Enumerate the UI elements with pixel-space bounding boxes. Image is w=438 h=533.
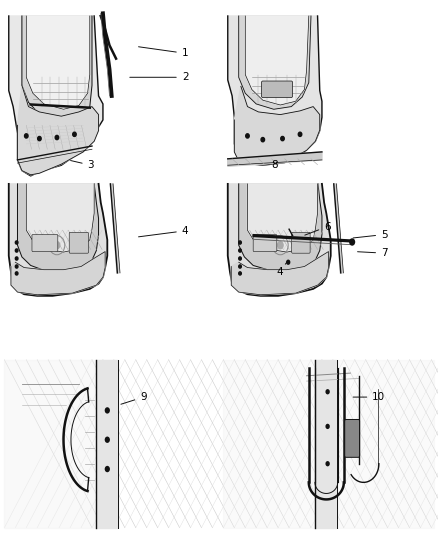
Polygon shape xyxy=(26,16,90,109)
Polygon shape xyxy=(96,360,118,528)
Text: 8: 8 xyxy=(272,160,278,170)
Text: 2: 2 xyxy=(130,72,188,82)
Polygon shape xyxy=(110,184,119,273)
Text: 1: 1 xyxy=(138,47,188,58)
Circle shape xyxy=(349,238,355,246)
Text: 5: 5 xyxy=(353,230,388,239)
Polygon shape xyxy=(239,16,311,109)
Circle shape xyxy=(38,136,41,141)
Polygon shape xyxy=(228,16,322,165)
Polygon shape xyxy=(245,16,309,105)
Polygon shape xyxy=(239,184,322,271)
Text: 3: 3 xyxy=(71,160,94,170)
Circle shape xyxy=(239,272,241,275)
Polygon shape xyxy=(231,252,328,295)
Text: 9: 9 xyxy=(121,392,147,404)
Circle shape xyxy=(25,134,28,138)
Polygon shape xyxy=(228,152,322,166)
Circle shape xyxy=(15,241,18,244)
Circle shape xyxy=(73,132,76,136)
Polygon shape xyxy=(4,360,94,528)
Polygon shape xyxy=(26,184,94,252)
Polygon shape xyxy=(22,16,92,121)
Text: 4: 4 xyxy=(276,262,287,277)
FancyBboxPatch shape xyxy=(253,235,277,252)
FancyBboxPatch shape xyxy=(69,232,88,253)
Polygon shape xyxy=(18,184,99,271)
FancyBboxPatch shape xyxy=(345,419,360,457)
Polygon shape xyxy=(9,16,103,176)
Circle shape xyxy=(246,134,249,138)
Circle shape xyxy=(286,260,290,265)
Circle shape xyxy=(261,138,265,142)
Polygon shape xyxy=(247,184,318,252)
Circle shape xyxy=(15,272,18,275)
Circle shape xyxy=(298,132,302,136)
Text: 10: 10 xyxy=(353,392,385,402)
Circle shape xyxy=(325,389,330,394)
Polygon shape xyxy=(11,252,105,295)
Circle shape xyxy=(105,437,110,443)
Circle shape xyxy=(281,136,284,141)
Polygon shape xyxy=(9,184,107,296)
Circle shape xyxy=(325,461,330,466)
Text: 4: 4 xyxy=(138,226,188,237)
Circle shape xyxy=(15,265,18,268)
Polygon shape xyxy=(223,360,434,528)
Circle shape xyxy=(105,407,110,414)
Polygon shape xyxy=(234,86,320,165)
Circle shape xyxy=(239,241,241,244)
Circle shape xyxy=(55,135,59,140)
Circle shape xyxy=(105,466,110,472)
Polygon shape xyxy=(315,360,337,528)
Circle shape xyxy=(15,249,18,252)
FancyBboxPatch shape xyxy=(261,81,293,98)
Circle shape xyxy=(277,241,284,249)
Circle shape xyxy=(239,249,241,252)
Text: 7: 7 xyxy=(357,248,388,258)
Circle shape xyxy=(239,257,241,260)
Polygon shape xyxy=(228,184,331,296)
FancyBboxPatch shape xyxy=(32,235,58,252)
Circle shape xyxy=(53,241,60,249)
FancyBboxPatch shape xyxy=(292,232,310,253)
Circle shape xyxy=(239,265,241,268)
Polygon shape xyxy=(18,85,99,175)
Circle shape xyxy=(325,424,330,429)
Polygon shape xyxy=(334,184,343,273)
Circle shape xyxy=(15,257,18,260)
Text: 6: 6 xyxy=(305,222,331,235)
